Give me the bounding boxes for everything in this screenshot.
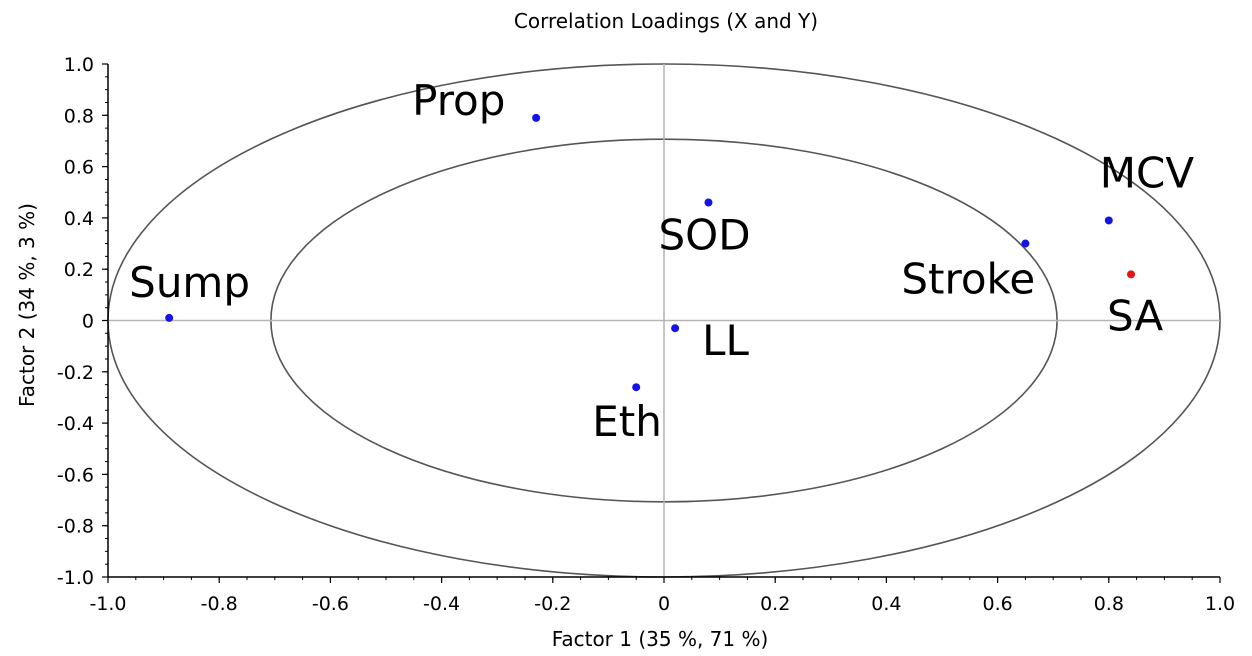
y-tick-label: -0.6 xyxy=(57,464,94,486)
y-axis-label: Factor 2 (34 %, 3 %) xyxy=(15,203,39,407)
point-prop xyxy=(532,113,541,122)
y-tick-label: 0.8 xyxy=(64,105,94,127)
point-ll xyxy=(671,324,680,333)
plot-area: -1.0 -0.8 -0.6 -0.4 -0.2 0 0.2 0.4 0.6 0.8 1.0 1.0 0… xyxy=(57,54,1235,615)
y-tick-label: 0 xyxy=(82,311,94,333)
point-sod xyxy=(704,198,713,207)
point-eth xyxy=(632,383,641,392)
x-tick-label: -0.6 xyxy=(312,593,349,615)
y-tick-label: 0.4 xyxy=(64,208,94,230)
x-tick-label: 0.8 xyxy=(1094,593,1124,615)
point-sa xyxy=(1127,270,1136,279)
x-tick-label: 0.6 xyxy=(982,593,1012,615)
x-tick-label: -0.2 xyxy=(534,593,571,615)
y-tick-label: -0.4 xyxy=(57,413,94,435)
point-sump xyxy=(165,313,174,322)
y-tick-label: 1.0 xyxy=(64,54,94,76)
point-label-ll: LL xyxy=(702,316,749,365)
x-tick-label: 0 xyxy=(658,593,670,615)
point-label-sa: SA xyxy=(1107,291,1163,340)
point-label-sump: Sump xyxy=(129,258,250,307)
point-label-prop: Prop xyxy=(412,76,505,125)
point-label-stroke: Stroke xyxy=(901,255,1035,304)
point-label-eth: Eth xyxy=(592,397,662,446)
y-tick-label: 0.2 xyxy=(64,259,94,281)
x-tick-label: 1.0 xyxy=(1205,593,1235,615)
point-mcv xyxy=(1104,216,1113,225)
point-label-mcv: MCV xyxy=(1100,148,1195,197)
point-stroke xyxy=(1021,239,1030,248)
point-label-sod: SOD xyxy=(658,211,750,260)
y-tick-label: 0.6 xyxy=(64,157,94,179)
x-tick-label: -0.4 xyxy=(423,593,460,615)
y-tick-label: -1.0 xyxy=(57,567,94,589)
y-tick-label: -0.2 xyxy=(57,362,94,384)
chart-title: Correlation Loadings (X and Y) xyxy=(514,9,818,33)
x-tick-label: -1.0 xyxy=(89,593,126,615)
x-tick-label: 0.2 xyxy=(760,593,790,615)
x-tick-label: 0.4 xyxy=(871,593,901,615)
x-axis-label: Factor 1 (35 %, 71 %) xyxy=(552,627,769,651)
x-tick-label: -0.8 xyxy=(201,593,238,615)
y-tick-label: -0.8 xyxy=(57,516,94,538)
